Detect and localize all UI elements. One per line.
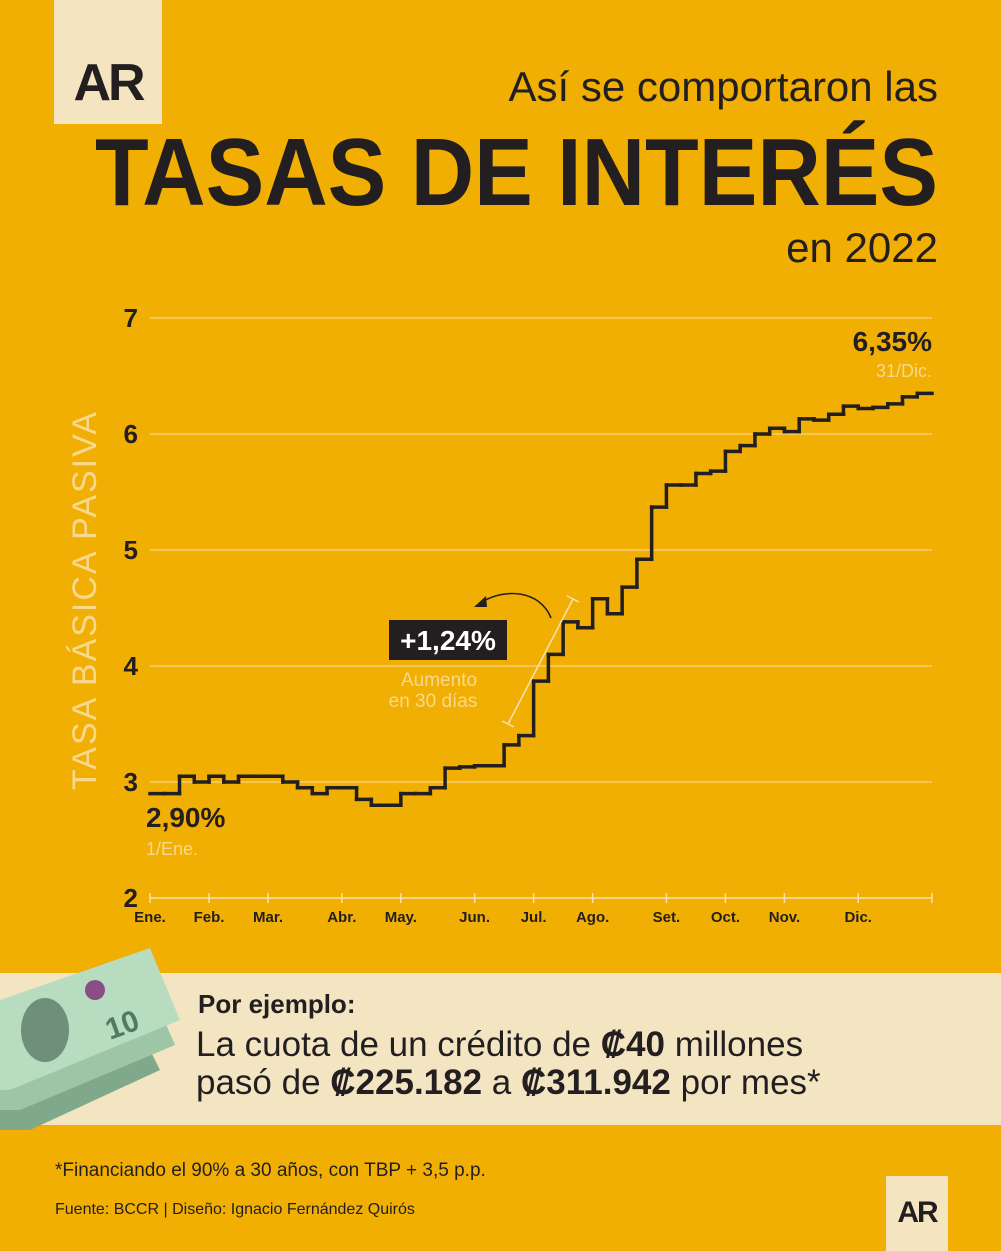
x-tick-label: Nov. (769, 909, 800, 926)
amount: ₡311.942 (521, 1063, 671, 1102)
change-label: +1,24% (400, 625, 496, 656)
change-note: en 30 días (389, 691, 478, 712)
footnote: *Financiando el 90% a 30 años, con TBP +… (55, 1160, 486, 1181)
footer-logo: AR (897, 1196, 939, 1229)
end-label: 6,35% (853, 326, 932, 357)
x-tick-label: Mar. (253, 909, 283, 926)
source: Fuente: BCCR | Diseño: Ignacio Fernández… (55, 1201, 415, 1218)
x-tick-label: Dic. (844, 909, 872, 926)
y-tick-label: 5 (124, 535, 138, 565)
example-line: pasó de ₡225.182 a ₡311.942 por mes* (196, 1063, 821, 1102)
change-bracket (501, 595, 580, 728)
amount: ₡225.182 (330, 1063, 482, 1102)
x-tick-label: Ene. (134, 909, 166, 926)
start-label: 2,90% (146, 802, 225, 833)
posttitle: en 2022 (786, 224, 938, 271)
text: La cuota de un crédito de (196, 1025, 601, 1064)
change-note: Aumento (401, 670, 477, 691)
end-date: 31/Dic. (876, 361, 932, 381)
x-tick-label: Abr. (327, 909, 356, 926)
x-tick-label: Ago. (576, 909, 609, 926)
logo: AR (73, 54, 145, 112)
text: por mes* (671, 1063, 821, 1102)
amount: ₡40 (601, 1025, 665, 1064)
x-tick-label: Jul. (521, 909, 547, 926)
y-tick-label: 6 (124, 419, 138, 449)
example-label: Por ejemplo: (198, 989, 355, 1019)
logo-box (54, 0, 162, 124)
y-tick-label: 2 (124, 883, 138, 913)
change-arrow (481, 592, 552, 619)
x-tick-label: May. (385, 909, 417, 926)
y-tick-label: 3 (124, 767, 138, 797)
x-tick-label: Feb. (194, 909, 225, 926)
x-tick-label: Set. (653, 909, 681, 926)
x-tick-label: Oct. (711, 909, 740, 926)
y-axis-label: TASA BÁSICA PASIVA (66, 410, 104, 790)
title: TASAS DE INTERÉS (95, 119, 938, 226)
y-tick-label: 7 (124, 303, 138, 333)
y-tick-label: 4 (124, 651, 139, 681)
text: pasó de (196, 1063, 330, 1102)
example-line: La cuota de un crédito de ₡40 millones (196, 1025, 803, 1064)
chart-area: 2 3 4 5 6 7 Ene. Feb. Mar. Abr. May. Jun. Jul. Ago. Se… (124, 303, 934, 926)
arrow-head (474, 596, 487, 607)
text: a (482, 1063, 521, 1102)
pretitle: Así se comportaron las (508, 63, 938, 110)
text: millones (665, 1025, 803, 1064)
x-tick-label: Jun. (459, 909, 490, 926)
banknotes: 10 (0, 948, 180, 1130)
footer-logo-box (886, 1176, 948, 1251)
change-box (389, 620, 507, 660)
start-date: 1/Ene. (146, 839, 198, 859)
